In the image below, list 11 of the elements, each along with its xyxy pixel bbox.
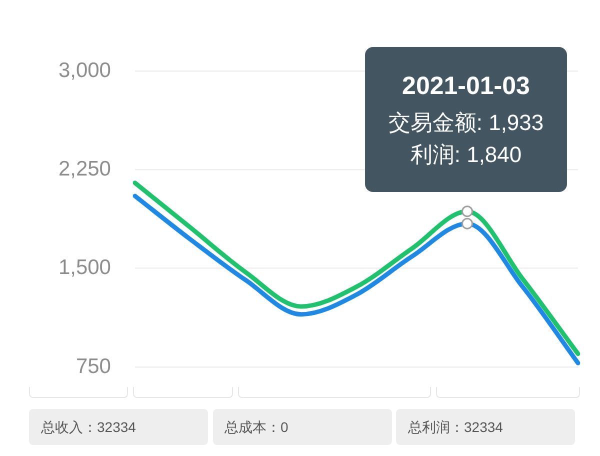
y-tick-label: 3,000: [58, 58, 111, 82]
annotation: 交易金额: 1,933: [387, 109, 545, 137]
y-tick-label: 2,250: [58, 157, 111, 180]
y-tick-label: 750: [76, 354, 111, 378]
annotation: 2021-01-03: [401, 71, 531, 101]
annotation: 利润: 1,840: [409, 141, 523, 169]
stat-card: 总利润：32334: [396, 409, 575, 445]
tooltip: 2021-01-03 交易金额: 1,933 利润: 1,840: [365, 47, 567, 192]
stat-card: 总成本：0: [212, 409, 392, 445]
y-tick-label: 1,500: [58, 256, 111, 280]
stat-card: 总收入：32334: [29, 409, 208, 445]
